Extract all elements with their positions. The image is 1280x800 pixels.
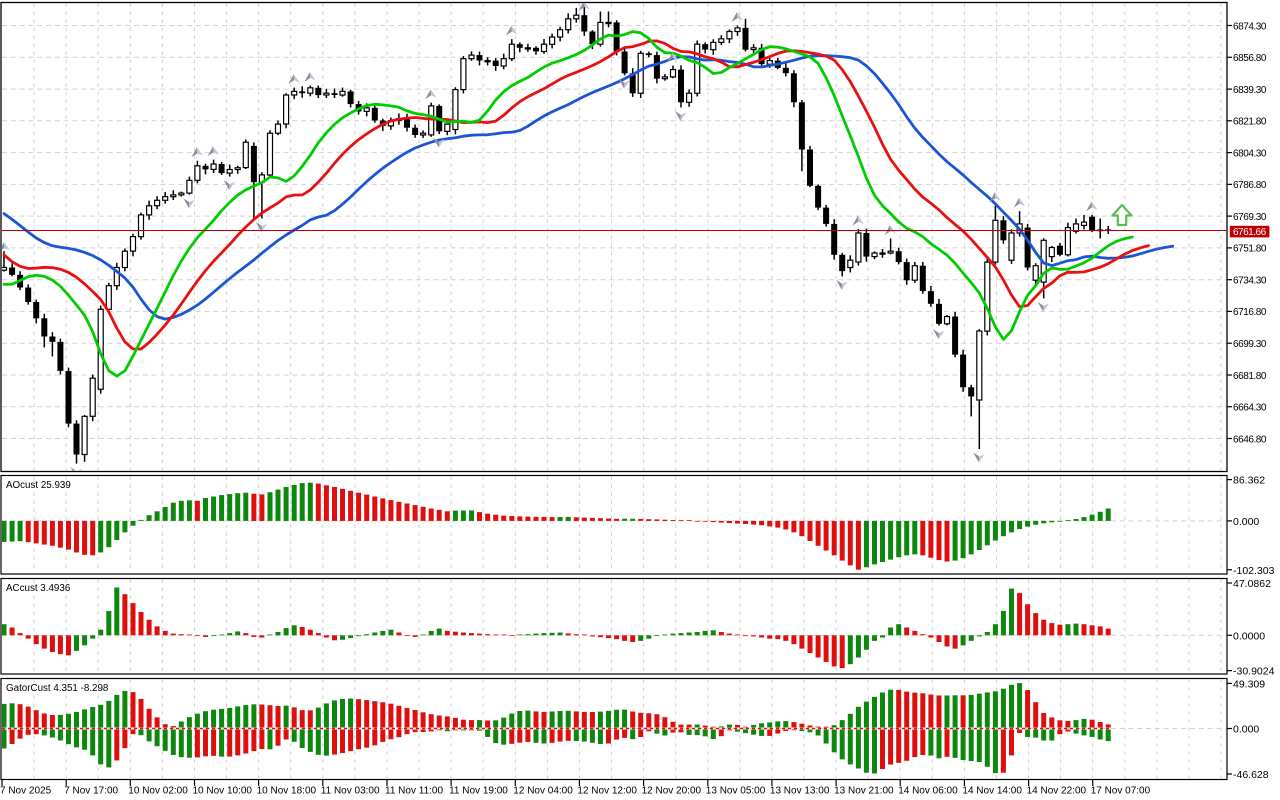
svg-text:7 Nov 17:00: 7 Nov 17:00 bbox=[64, 786, 118, 797]
svg-text:12 Nov 20:00: 12 Nov 20:00 bbox=[642, 786, 702, 797]
svg-text:6839.30: 6839.30 bbox=[1233, 85, 1267, 96]
svg-text:ACcust 3.4936: ACcust 3.4936 bbox=[6, 583, 71, 594]
svg-text:6664.30: 6664.30 bbox=[1233, 403, 1267, 414]
svg-text:AOcust 25.939: AOcust 25.939 bbox=[6, 480, 71, 491]
svg-text:6804.30: 6804.30 bbox=[1233, 148, 1267, 159]
svg-text:11 Nov 03:00: 11 Nov 03:00 bbox=[321, 786, 380, 797]
svg-text:6874.30: 6874.30 bbox=[1233, 21, 1267, 32]
svg-text:6646.80: 6646.80 bbox=[1233, 434, 1267, 445]
svg-text:11 Nov 11:00: 11 Nov 11:00 bbox=[385, 786, 443, 797]
svg-text:86.362: 86.362 bbox=[1233, 475, 1265, 487]
svg-text:10 Nov 02:00: 10 Nov 02:00 bbox=[128, 786, 188, 797]
svg-text:6769.30: 6769.30 bbox=[1233, 212, 1267, 223]
svg-text:13 Nov 05:00: 13 Nov 05:00 bbox=[706, 786, 766, 797]
svg-text:GatorCust 4.351 -8.298: GatorCust 4.351 -8.298 bbox=[6, 683, 109, 694]
svg-text:6699.30: 6699.30 bbox=[1233, 339, 1267, 350]
svg-text:12 Nov 04:00: 12 Nov 04:00 bbox=[513, 786, 573, 797]
svg-text:13 Nov 13:00: 13 Nov 13:00 bbox=[770, 786, 830, 797]
svg-text:10 Nov 10:00: 10 Nov 10:00 bbox=[193, 786, 253, 797]
svg-text:7 Nov 2025: 7 Nov 2025 bbox=[0, 786, 52, 797]
svg-text:13 Nov 21:00: 13 Nov 21:00 bbox=[834, 786, 894, 797]
svg-text:6751.80: 6751.80 bbox=[1233, 244, 1267, 255]
svg-text:14 Nov 22:00: 14 Nov 22:00 bbox=[1027, 786, 1087, 797]
svg-text:14 Nov 06:00: 14 Nov 06:00 bbox=[898, 786, 958, 797]
svg-text:-102.303: -102.303 bbox=[1233, 565, 1275, 577]
svg-text:6734.30: 6734.30 bbox=[1233, 276, 1267, 287]
svg-text:17 Nov 07:00: 17 Nov 07:00 bbox=[1091, 786, 1151, 797]
svg-text:6856.80: 6856.80 bbox=[1233, 53, 1267, 64]
svg-text:6716.80: 6716.80 bbox=[1233, 307, 1267, 318]
svg-text:0.000: 0.000 bbox=[1233, 724, 1259, 736]
svg-text:-46.628: -46.628 bbox=[1233, 769, 1269, 781]
svg-text:6681.80: 6681.80 bbox=[1233, 371, 1267, 382]
svg-text:10 Nov 18:00: 10 Nov 18:00 bbox=[257, 786, 317, 797]
svg-text:49.309: 49.309 bbox=[1233, 678, 1265, 690]
svg-text:12 Nov 12:00: 12 Nov 12:00 bbox=[577, 786, 637, 797]
svg-text:6821.80: 6821.80 bbox=[1233, 117, 1267, 128]
svg-text:6761.66: 6761.66 bbox=[1233, 227, 1267, 238]
svg-text:-30.9024: -30.9024 bbox=[1233, 666, 1275, 678]
svg-text:0.0000: 0.0000 bbox=[1233, 630, 1265, 642]
svg-text:14 Nov 14:00: 14 Nov 14:00 bbox=[962, 786, 1022, 797]
svg-text:47.0862: 47.0862 bbox=[1233, 578, 1271, 590]
svg-text:11 Nov 19:00: 11 Nov 19:00 bbox=[449, 786, 508, 797]
svg-text:0.000: 0.000 bbox=[1233, 516, 1259, 528]
svg-text:6786.80: 6786.80 bbox=[1233, 180, 1267, 191]
